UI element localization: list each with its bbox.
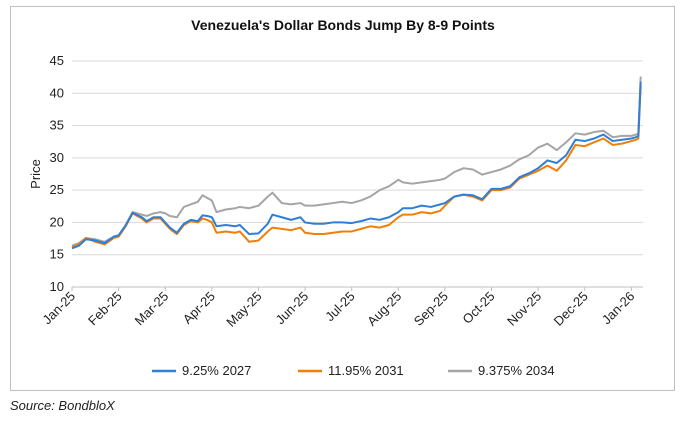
legend-label-2: 11.95% 2031 bbox=[328, 363, 404, 378]
x-tick-label: Jan-25 bbox=[39, 289, 78, 328]
x-tick-label: Dec-25 bbox=[551, 289, 591, 329]
y-tick-label: 30 bbox=[50, 150, 64, 165]
legend-label-1: 9.25% 2027 bbox=[182, 363, 251, 378]
y-tick-label: 35 bbox=[50, 118, 64, 133]
legend-label-3: 9.375% 2034 bbox=[478, 363, 555, 378]
legend: 9.25% 2027 11.95% 2031 9.375% 2034 bbox=[152, 363, 555, 378]
series-line-3 bbox=[71, 76, 642, 247]
x-tick-label: Feb-25 bbox=[85, 289, 125, 329]
x-tick-label: Sep-25 bbox=[411, 289, 451, 329]
series-lines bbox=[71, 76, 642, 250]
x-tick-label: Aug-25 bbox=[364, 289, 404, 329]
x-tick-label: Nov-25 bbox=[504, 289, 544, 329]
y-tick-label: 10 bbox=[50, 279, 64, 294]
x-tick-label: Apr-25 bbox=[180, 289, 218, 327]
series-line-1 bbox=[71, 81, 642, 250]
y-axis-label: Price bbox=[28, 159, 43, 189]
gridlines bbox=[72, 60, 643, 256]
axes: 10 15 20 25 30 35 40 45 Jan-25 Feb-25 Mar-25 Apr-25… bbox=[39, 53, 643, 330]
chart-title: Venezuela's Dollar Bonds Jump By 8-9 Poi… bbox=[191, 17, 495, 33]
x-tick-label: Mar-25 bbox=[132, 289, 172, 329]
y-tick-label: 45 bbox=[50, 53, 64, 68]
x-tick-label: Jun-25 bbox=[272, 289, 311, 328]
chart-frame bbox=[10, 6, 675, 391]
x-tick-label: Jul-25 bbox=[322, 289, 358, 325]
y-tick-label: 20 bbox=[50, 214, 64, 229]
x-tick-label: Oct-25 bbox=[459, 289, 497, 327]
source-note: Source: BondbloX bbox=[10, 398, 115, 413]
x-tick-label: Jan-26 bbox=[599, 289, 638, 328]
x-tick-label: May-25 bbox=[223, 289, 264, 330]
y-tick-label: 15 bbox=[50, 247, 64, 262]
y-tick-label: 25 bbox=[50, 182, 64, 197]
y-tick-label: 40 bbox=[50, 85, 64, 100]
